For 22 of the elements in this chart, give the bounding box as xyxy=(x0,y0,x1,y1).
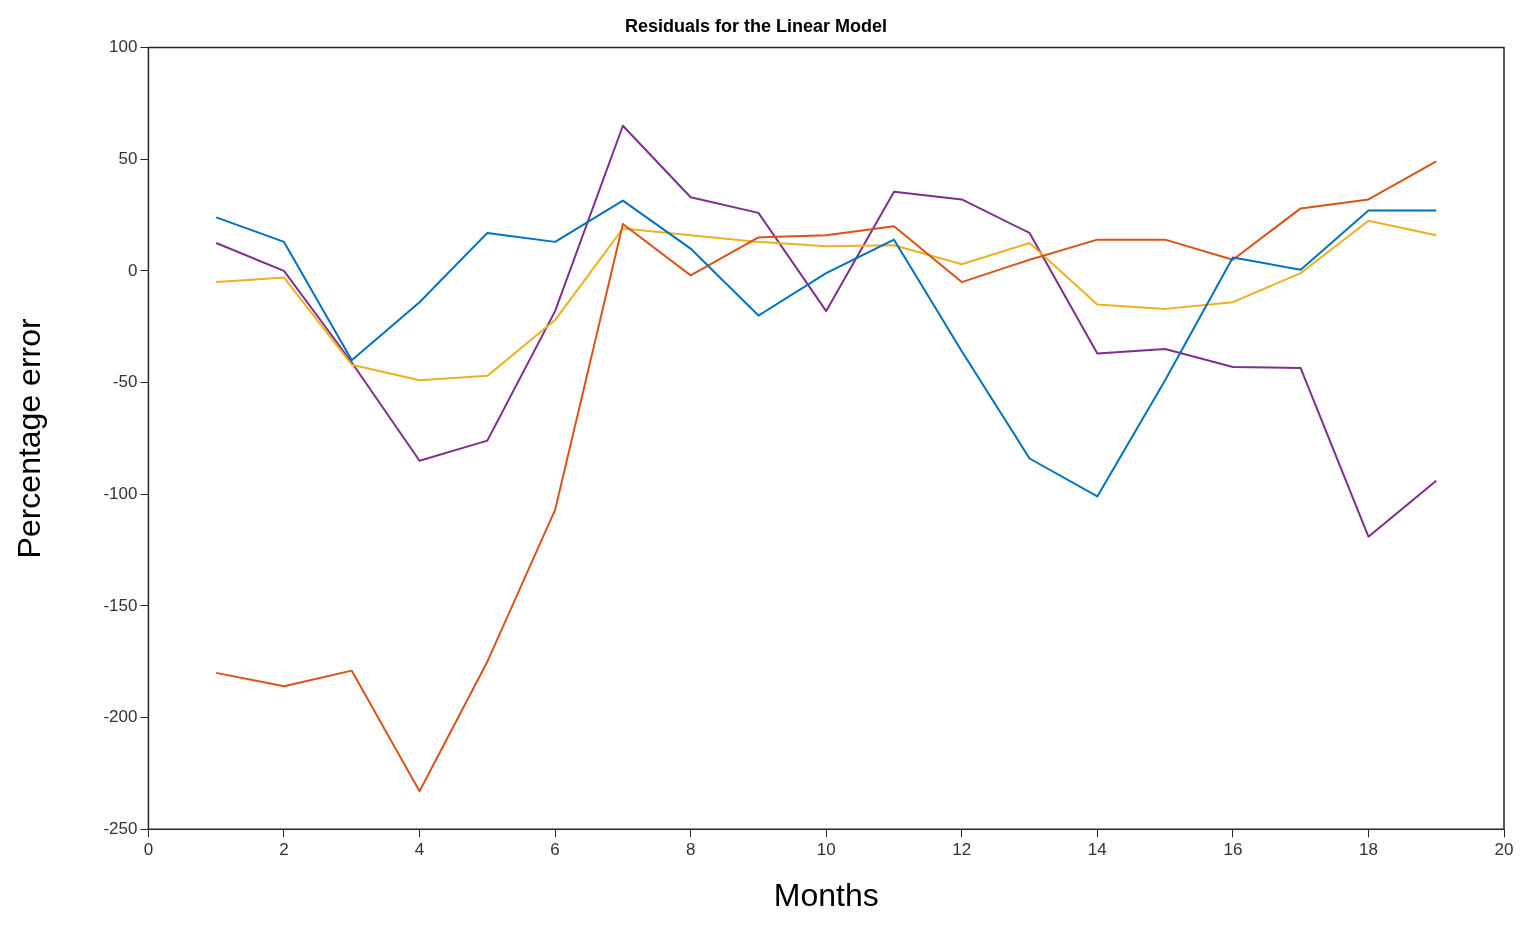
y-tick-label: -200 xyxy=(103,707,138,727)
y-tick-label: -100 xyxy=(103,483,138,503)
x-tick-label: 2 xyxy=(279,840,289,860)
y-tick-label: 50 xyxy=(118,148,138,168)
x-tick-label: 6 xyxy=(550,840,560,860)
x-tick-label: 4 xyxy=(414,840,425,860)
chart-title: Residuals for the Linear Model xyxy=(624,15,888,36)
x-axis-title: Months xyxy=(773,876,879,913)
y-axis-title: Percentage error xyxy=(11,317,48,559)
y-tick-label: 100 xyxy=(109,37,138,57)
y-tick-label: 0 xyxy=(127,260,138,280)
x-tick-label: 12 xyxy=(952,840,972,860)
x-tick-label: 20 xyxy=(1494,840,1514,860)
x-tick-label: 8 xyxy=(685,840,696,860)
x-tick-label: 10 xyxy=(816,840,836,860)
x-tick-label: 18 xyxy=(1358,840,1378,860)
x-tick-label: 16 xyxy=(1223,840,1243,860)
x-tick-label: 0 xyxy=(143,840,154,860)
y-tick-label: -250 xyxy=(103,818,138,838)
x-tick-label: 14 xyxy=(1087,840,1107,860)
y-tick-label: -150 xyxy=(103,595,138,615)
y-tick-label: -50 xyxy=(112,372,138,392)
